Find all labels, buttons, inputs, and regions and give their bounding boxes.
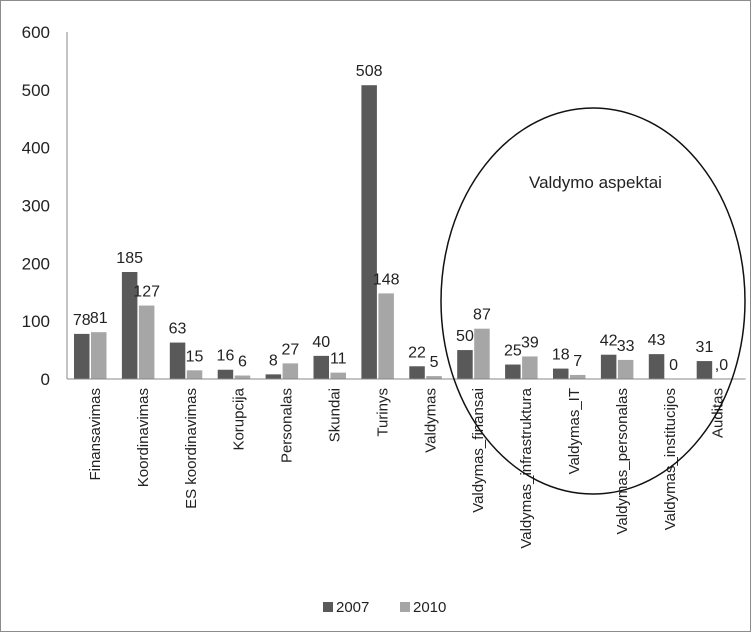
annotation-text: Valdymo aspektai	[529, 173, 662, 192]
category-label: Auditas	[710, 388, 727, 438]
legend: 2007 2010	[323, 599, 446, 616]
bar-2010	[186, 370, 203, 379]
bar-2010	[426, 376, 442, 379]
data-label-2010: 127	[133, 284, 160, 301]
data-label-2007: 63	[169, 321, 187, 338]
bar-2010	[234, 375, 251, 379]
data-label-2010: 39	[521, 334, 539, 351]
legend-swatch-2010	[400, 602, 410, 612]
bar-2007	[457, 350, 473, 379]
data-label-2010: 15	[186, 348, 204, 365]
data-label-2007: 40	[312, 334, 330, 351]
data-label-2007: 16	[217, 348, 235, 365]
data-label-2007: 22	[408, 344, 426, 361]
category-label: Turinys	[374, 388, 391, 437]
y-tick-label: 400	[22, 139, 50, 158]
y-tick-label: 100	[22, 312, 50, 331]
category-label: ES koordinavimas	[183, 388, 200, 509]
y-tick-label: 500	[22, 81, 50, 100]
data-label-2010: 148	[373, 271, 400, 288]
category-label: Valdymas_institucijos	[662, 388, 679, 530]
y-tick-label: 300	[22, 197, 50, 216]
bar-2010	[522, 356, 538, 379]
legend-label-2007: 2007	[336, 599, 369, 616]
data-label-2007: 78	[73, 312, 91, 329]
bar-2010	[91, 332, 107, 379]
category-label: Koordinavimas	[135, 388, 152, 487]
category-label: Personalas	[279, 388, 296, 463]
data-label-2007: 31	[696, 339, 714, 356]
data-label-2010: 33	[617, 338, 635, 355]
data-label-2010: 27	[281, 341, 299, 358]
bar-2010	[474, 328, 490, 379]
bars	[74, 85, 713, 379]
data-label-2007: 25	[504, 343, 522, 360]
data-label-2010: 0	[669, 357, 678, 374]
bar-2007	[696, 361, 713, 379]
y-axis-ticks: 0 100 200 300 400 500 600	[22, 23, 50, 389]
y-tick-label: 200	[22, 254, 50, 273]
data-label-2010: 11	[330, 351, 347, 368]
bar-2010	[378, 293, 394, 379]
y-tick-label: 600	[22, 23, 50, 42]
data-label-2010: 6	[238, 354, 247, 371]
data-label-2010: 81	[90, 310, 108, 327]
data-label-2007: 508	[356, 63, 383, 80]
data-label-2010: 7	[573, 353, 582, 370]
data-label-2007: 8	[269, 352, 278, 369]
bar-2007	[74, 333, 90, 379]
bar-2007	[313, 355, 329, 379]
bar-2007	[121, 272, 138, 379]
bar-2010	[570, 374, 586, 379]
category-label: Skundai	[327, 388, 344, 442]
data-label-2007: 42	[600, 333, 618, 350]
category-label: Valdymas_IT	[566, 388, 583, 474]
bar-2010	[282, 363, 299, 379]
bar-2007	[361, 85, 377, 379]
bar-2010	[617, 359, 634, 379]
bar-2007	[409, 366, 425, 379]
bar-2010	[138, 305, 155, 379]
data-label-2007: 50	[456, 328, 474, 345]
category-label: Korupcija	[231, 387, 248, 450]
bar-2007	[600, 354, 617, 379]
annotation-ellipse	[440, 107, 746, 495]
category-label: Valdymas_personalas	[614, 388, 631, 534]
data-label-2007: 18	[552, 347, 570, 364]
data-label-2007: 43	[648, 332, 666, 349]
data-label-2010: 5	[430, 354, 439, 371]
bar-2010	[330, 372, 346, 379]
legend-label-2010: 2010	[413, 599, 446, 616]
bar-2007	[169, 342, 186, 379]
category-label: Valdymas	[422, 388, 439, 453]
y-tick-label: 0	[41, 370, 50, 389]
bar-2007	[265, 374, 282, 379]
bar-2007	[217, 369, 234, 379]
category-label: Finansavimas	[87, 388, 104, 481]
category-labels: Finansavimas Koordinavimas ES koordinavima…	[87, 387, 727, 548]
data-label-2007: 185	[116, 250, 143, 267]
data-label-2010: 87	[473, 307, 491, 324]
legend-swatch-2007	[323, 602, 333, 612]
data-label-2010: ,0	[715, 357, 728, 374]
bar-2007	[648, 354, 665, 379]
category-label: Valdymas_infrastruktura	[518, 387, 535, 548]
bar-2007	[553, 368, 569, 379]
category-label: Valdymas_finansai	[470, 388, 487, 513]
bar-2007	[505, 364, 521, 379]
